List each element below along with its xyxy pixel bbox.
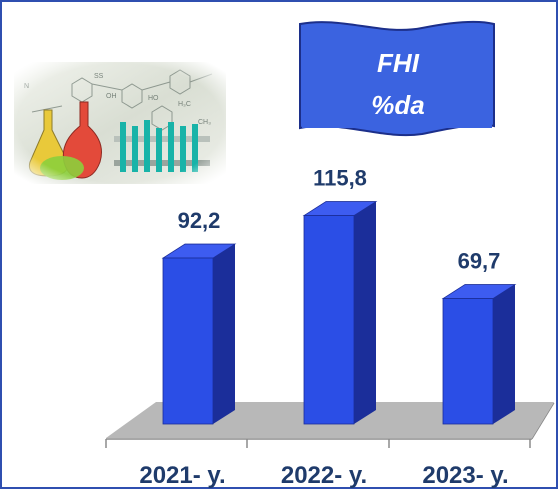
category-labels: 2021- y. 2022- y. 2023- y. — [139, 462, 508, 489]
bar-2022- y. — [302, 201, 378, 425]
banner-line1: FHI — [377, 48, 420, 78]
value-label-2: 69,7 — [458, 249, 501, 274]
x-axis-ticks — [105, 439, 531, 448]
bar-side — [354, 201, 376, 424]
bar-2021- y. — [161, 243, 237, 425]
bar-front — [303, 215, 355, 425]
category-label-2: 2023- y. — [422, 462, 508, 489]
bar-front — [442, 298, 494, 425]
value-labels: 92,2 115,8 69,7 — [178, 166, 501, 274]
value-label-1: 115,8 — [313, 166, 367, 191]
chemistry-lab-image: SS OH HO H₃C CH₃ N — [14, 62, 226, 184]
value-label-0: 92,2 — [178, 208, 221, 233]
bar-side — [213, 244, 235, 424]
bar-front — [162, 257, 214, 425]
bar-side — [493, 284, 515, 424]
fhi-banner: FHI %da — [299, 20, 495, 137]
category-label-0: 2021- y. — [139, 462, 225, 489]
bars — [161, 201, 517, 425]
category-label-1: 2022- y. — [281, 462, 367, 489]
bar-2023- y. — [441, 284, 517, 425]
